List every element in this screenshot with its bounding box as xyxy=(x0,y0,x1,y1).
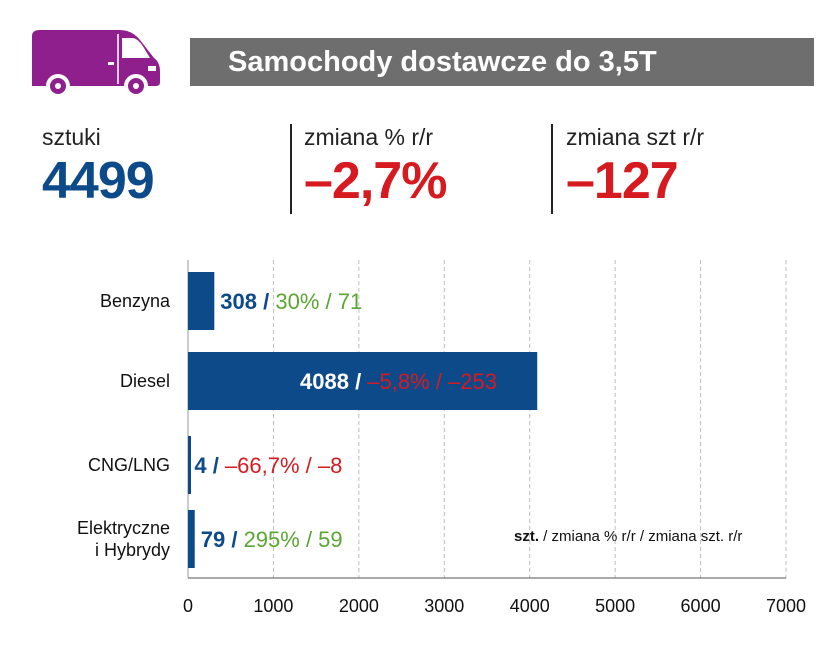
data-label-count: 4088 xyxy=(300,369,349,394)
bar xyxy=(188,352,538,410)
kpi-unit-change-label: zmiana szt r/r xyxy=(566,124,705,150)
data-label: 79 / 295% / 59 xyxy=(201,527,343,552)
kpi-units-label: sztuki xyxy=(42,124,101,150)
x-tick-label: 5000 xyxy=(595,596,635,616)
x-tick-label: 0 xyxy=(183,596,193,616)
category-label-line: i Hybrydy xyxy=(95,540,170,560)
data-label-change: 30% / 71 xyxy=(275,289,362,314)
kpi-unit-change-value: –127 xyxy=(566,152,679,210)
category-label-line: Diesel xyxy=(120,371,170,391)
kpi-divider xyxy=(290,124,292,214)
x-tick-label: 7000 xyxy=(766,596,806,616)
bar xyxy=(188,510,195,568)
bar xyxy=(188,272,215,330)
page-title: Samochody dostawcze do 3,5T xyxy=(190,38,814,86)
legend-note-bold: szt. xyxy=(514,528,540,545)
legend-note-rest: / zmiana % r/r / zmiana szt. r/r xyxy=(539,528,743,545)
data-label-change: –5,8% / –253 xyxy=(367,369,497,394)
bar xyxy=(188,436,191,494)
data-label-count: 79 xyxy=(201,527,225,552)
kpi-units: sztuki 4499 xyxy=(42,124,155,211)
kpi-pct-change: zmiana % r/r –2,7% xyxy=(304,124,447,211)
category-label-line: CNG/LNG xyxy=(88,455,170,475)
kpi-units-value: 4499 xyxy=(42,152,155,210)
data-label-sep: / xyxy=(225,527,243,552)
x-tick-label: 6000 xyxy=(681,596,721,616)
category-label: Elektryczne i Hybrydy xyxy=(77,518,170,560)
data-label-sep: / xyxy=(207,453,225,478)
data-label: 4088 / –5,8% / –253 xyxy=(300,369,497,394)
data-label-change: 295% / 59 xyxy=(244,527,343,552)
legend-note: szt. / zmiana % r/r / zmiana szt. r/r xyxy=(514,528,742,545)
kpi-divider xyxy=(551,124,553,214)
kpi-pct-change-label: zmiana % r/r xyxy=(304,124,434,150)
category-label: CNG/LNG xyxy=(88,455,170,475)
category-label-line: Elektryczne xyxy=(77,518,170,538)
data-label-sep: / xyxy=(349,369,367,394)
data-label-count: 4 xyxy=(194,453,207,478)
data-label-sep: / xyxy=(257,289,275,314)
kpi-unit-change: zmiana szt r/r –127 xyxy=(566,124,704,211)
category-label-line: Benzyna xyxy=(100,291,171,311)
x-tick-label: 3000 xyxy=(424,596,464,616)
x-tick-label: 4000 xyxy=(510,596,550,616)
x-tick-label: 2000 xyxy=(339,596,379,616)
kpi-pct-change-value: –2,7% xyxy=(304,152,447,210)
data-label: 4 / –66,7% / –8 xyxy=(194,453,342,478)
category-label: Benzyna xyxy=(100,291,171,311)
data-label: 308 / 30% / 71 xyxy=(220,289,362,314)
data-label-count: 308 xyxy=(220,289,257,314)
van-icon xyxy=(32,30,160,98)
data-label-change: –66,7% / –8 xyxy=(225,453,342,478)
category-label: Diesel xyxy=(120,371,170,391)
x-tick-label: 1000 xyxy=(253,596,293,616)
